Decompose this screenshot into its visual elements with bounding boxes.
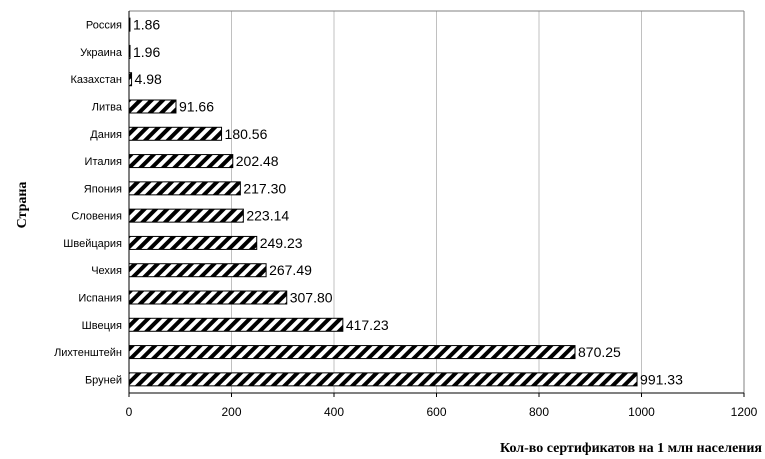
- x-tick-label: 0: [126, 405, 133, 419]
- x-axis-title: Кол-во сертификатов на 1 млн населения: [500, 441, 762, 456]
- bar-value-label: 1.86: [133, 17, 160, 33]
- bar: [128, 235, 258, 250]
- value-labels: 1.86 1.96 4.98 91.66 180.56 202.48 217.30 223.1…: [133, 17, 683, 388]
- x-tick-label: 600: [426, 405, 446, 419]
- bar-value-label: 991.33: [640, 371, 683, 387]
- category-label: Чехия: [91, 265, 122, 277]
- bar-value-label: 180.56: [225, 126, 268, 142]
- category-label: Швеция: [82, 320, 122, 332]
- x-axis-ticks: 0 200 400 600 800 1000 1200: [126, 393, 758, 419]
- x-tick-label: 400: [324, 405, 344, 419]
- x-tick-label: 200: [221, 405, 241, 419]
- bar-value-label: 4.98: [135, 71, 162, 87]
- x-tick-label: 1000: [628, 405, 655, 419]
- category-label: Украина: [80, 47, 123, 59]
- category-label: Лихтенштейн: [54, 347, 122, 359]
- category-label: Италия: [85, 156, 123, 168]
- category-label: Литва: [92, 102, 123, 114]
- bar-value-label: 217.30: [243, 180, 286, 196]
- category-label: Казахстан: [70, 74, 122, 86]
- bar-value-label: 307.80: [290, 290, 333, 306]
- bar-value-label: 267.49: [269, 262, 312, 278]
- bar: [128, 345, 576, 360]
- bar: [128, 290, 288, 305]
- bar-value-label: 870.25: [578, 344, 621, 360]
- x-tick-label: 800: [529, 405, 549, 419]
- bar: [128, 208, 244, 223]
- bar: [128, 99, 177, 114]
- y-axis-title: Страна: [15, 182, 30, 229]
- bar-value-label: 223.14: [246, 208, 289, 224]
- bar: [128, 263, 267, 278]
- category-label: Словения: [71, 211, 122, 223]
- category-label: Бруней: [85, 374, 122, 386]
- category-label: Россия: [86, 20, 122, 32]
- bar: [128, 372, 638, 387]
- category-labels: Россия Украина Казахстан Литва Дания Италия Яп…: [54, 20, 123, 387]
- bar-value-label: 249.23: [260, 235, 303, 251]
- bar-value-label: 417.23: [346, 317, 389, 333]
- bar: [128, 181, 241, 196]
- bar-value-label: 202.48: [236, 153, 279, 169]
- category-label: Япония: [84, 183, 122, 195]
- bar-value-label: 91.66: [179, 99, 214, 115]
- grid-lines: [231, 11, 745, 393]
- bar: [128, 154, 234, 169]
- bar: [128, 317, 344, 332]
- x-tick-label: 1200: [731, 405, 758, 419]
- bar: [128, 126, 223, 141]
- category-label: Испания: [78, 293, 122, 305]
- category-label: Швейцария: [63, 238, 122, 250]
- bar-value-label: 1.96: [133, 44, 160, 60]
- category-label: Дания: [90, 129, 122, 141]
